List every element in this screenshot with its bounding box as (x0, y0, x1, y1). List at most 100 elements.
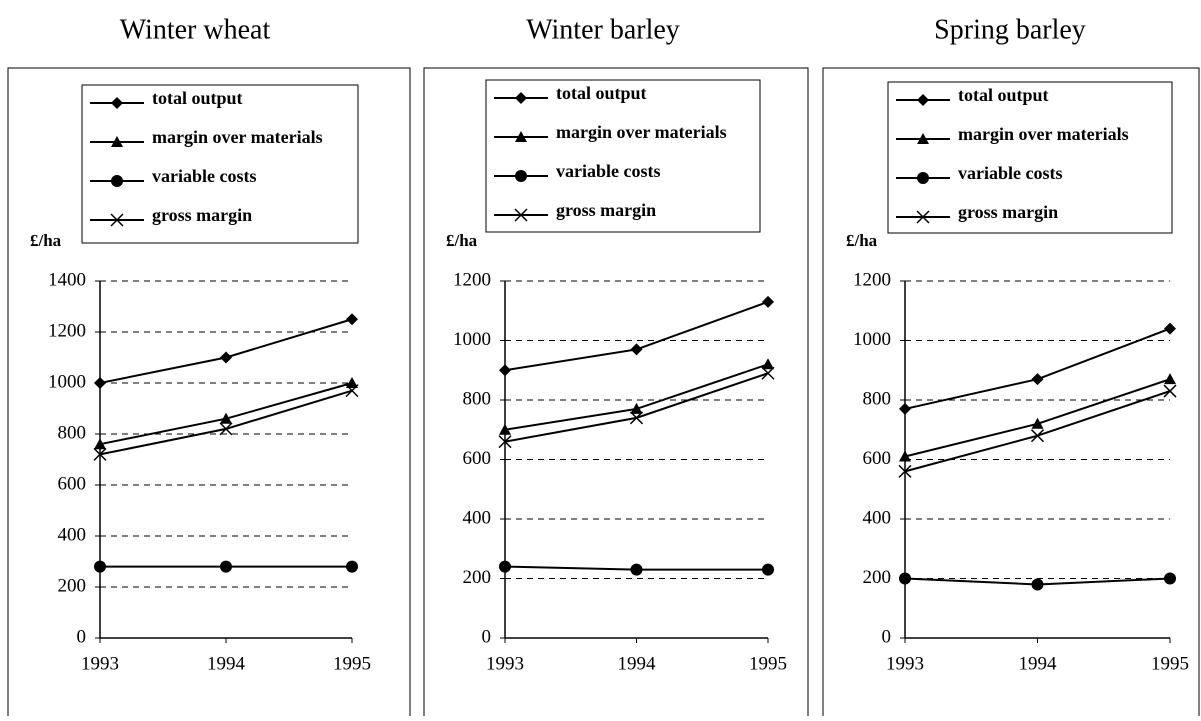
data-point (1163, 384, 1177, 398)
data-point (899, 572, 911, 585)
legend-marker (514, 208, 528, 222)
y-tick-label: 1200 (853, 269, 891, 290)
legend-label: total output (152, 88, 243, 108)
legend-label: gross margin (556, 200, 656, 220)
data-point (94, 560, 106, 573)
legend-label: total output (556, 83, 647, 103)
y-tick-label: 1000 (453, 329, 491, 350)
x-tick-label: 1995 (1151, 653, 1189, 674)
chart-title: Spring barley (934, 14, 1086, 45)
legend-marker (515, 92, 527, 104)
y-tick-label: 600 (863, 448, 892, 469)
legend-marker (111, 136, 123, 147)
data-point (630, 563, 643, 576)
y-tick-label: 0 (882, 626, 892, 647)
data-point (1164, 322, 1176, 335)
data-point (346, 560, 358, 573)
data-point (1031, 373, 1044, 386)
data-point (762, 358, 774, 370)
legend-box (81, 84, 359, 244)
data-point (94, 377, 106, 389)
legend-box (485, 79, 761, 233)
y-tick-label: 1000 (48, 371, 86, 392)
x-tick-label: 1994 (618, 653, 657, 674)
y-tick-label: 1000 (853, 329, 891, 350)
y-axis-label: £/ha (446, 231, 478, 250)
data-point (346, 377, 358, 388)
legend-label: margin over materials (152, 127, 323, 147)
y-tick-label: 800 (58, 422, 87, 443)
y-tick-label: 0 (77, 626, 87, 647)
data-point (220, 412, 232, 424)
series-line (99, 318, 353, 384)
y-axis-label: £/ha (846, 231, 878, 250)
y-tick-label: 1200 (48, 320, 86, 341)
data-point (1030, 429, 1045, 443)
y-axis-label: £/ha (30, 231, 62, 250)
data-point (762, 563, 774, 576)
y-tick-label: 1200 (453, 269, 491, 290)
legend-label: variable costs (556, 161, 660, 181)
y-tick-label: 1400 (48, 269, 86, 290)
y-tick-label: 600 (463, 448, 492, 469)
data-point (1031, 417, 1044, 429)
series-line (504, 363, 769, 431)
data-point (899, 402, 911, 415)
y-tick-label: 200 (863, 567, 892, 588)
data-point (1031, 578, 1044, 591)
x-tick-label: 1993 (886, 653, 924, 674)
y-tick-label: 0 (482, 626, 492, 647)
legend-label: variable costs (958, 163, 1062, 183)
legend-marker (110, 213, 124, 227)
panel-frame (822, 67, 1200, 716)
legend-marker (917, 94, 929, 106)
y-tick-label: 400 (58, 524, 87, 545)
legend-marker (917, 172, 929, 184)
x-tick-label: 1994 (207, 653, 246, 674)
x-tick-label: 1994 (1019, 653, 1058, 674)
data-point (1164, 373, 1176, 385)
data-point (1164, 572, 1176, 585)
legend-marker (515, 170, 527, 182)
legend-label: gross margin (152, 205, 252, 225)
y-tick-label: 600 (58, 473, 87, 494)
data-point (499, 364, 511, 377)
data-point (498, 435, 512, 449)
panel-frame (423, 67, 809, 716)
data-point (629, 411, 644, 425)
data-point (219, 422, 233, 436)
legend-marker (917, 133, 929, 144)
legend-marker (111, 175, 123, 187)
data-point (346, 313, 358, 326)
legend-label: margin over materials (556, 122, 727, 142)
data-point (898, 464, 912, 478)
legend-box (887, 81, 1173, 234)
y-tick-label: 800 (863, 388, 892, 409)
data-point (345, 384, 359, 398)
legend-marker (515, 131, 527, 142)
data-point (499, 423, 511, 435)
legend-marker (916, 210, 930, 224)
chart-title: Winter wheat (120, 14, 271, 45)
data-point (94, 438, 106, 450)
y-tick-label: 400 (863, 507, 892, 528)
legend-label: total output (958, 85, 1049, 105)
data-point (630, 402, 643, 414)
x-tick-label: 1993 (486, 653, 524, 674)
y-tick-label: 400 (463, 507, 492, 528)
data-point (761, 366, 775, 380)
panel-frame (7, 67, 411, 716)
legend-label: variable costs (152, 166, 256, 186)
data-point (630, 343, 643, 356)
x-tick-label: 1995 (749, 653, 787, 674)
data-point (762, 295, 774, 308)
data-point (220, 560, 232, 573)
legend-marker (111, 97, 123, 109)
chart-title: Winter barley (526, 14, 680, 45)
y-tick-label: 800 (463, 388, 492, 409)
legend-label: gross margin (958, 202, 1058, 222)
data-point (93, 447, 107, 461)
y-tick-label: 200 (463, 567, 492, 588)
y-tick-label: 200 (58, 575, 87, 596)
